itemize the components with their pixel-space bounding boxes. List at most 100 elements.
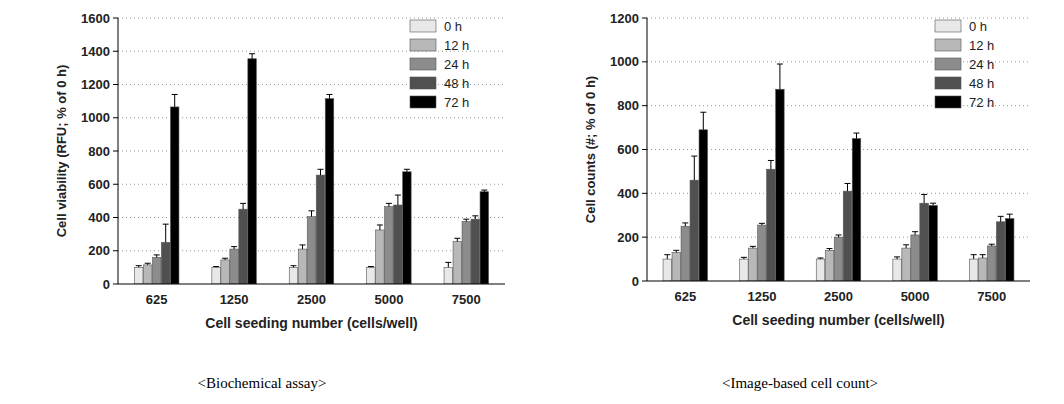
error-cap [912,231,918,232]
error-bar [291,266,297,268]
tick [642,149,647,150]
error-line [320,169,321,175]
bar [911,235,920,281]
legend-label: 0 h [444,19,462,34]
legend: 0 h12 h24 h48 h72 h [410,19,469,110]
error-bar [930,203,936,205]
error-cap [300,244,306,245]
bar [920,203,929,281]
legend-swatch [410,96,436,108]
category-label: 625 [146,292,168,307]
category-label: 7500 [977,289,1006,304]
tick-label: 200 [88,243,110,258]
error-cap [894,256,900,257]
legend: 0 h12 h24 h48 h72 h [935,19,994,110]
bar [699,130,708,281]
error-cap [845,183,851,184]
y-axis-label: Cell counts (#; % of 0 h) [583,76,598,223]
plot-area [134,54,488,284]
bar [987,246,996,281]
error-bar [1007,214,1013,218]
error-cap [463,219,469,220]
error-line [165,224,166,242]
tick-label: 600 [617,142,639,157]
error-bar [327,94,333,98]
bar [161,242,170,284]
tick [113,18,118,19]
error-bar [971,255,977,259]
error-bar [136,266,142,268]
bar [471,219,480,284]
tick [113,51,118,52]
error-bar [700,112,706,130]
x-axis-label: Cell seeding number (cells/well) [205,315,417,331]
error-line [856,133,857,138]
legend-swatch [935,39,961,51]
error-cap [377,224,383,225]
tick [113,84,118,85]
error-bar [249,54,255,59]
tick [642,193,647,194]
figure: 0200400600800100012001400160062512502500… [0,0,1064,404]
error-bar [377,225,383,230]
y-axis-label: Cell viability (RFU; % of 0 h) [54,65,69,238]
error-cap [750,246,756,247]
error-cap [741,257,747,258]
bar [325,99,334,284]
error-bar [741,257,747,259]
bar [444,267,453,284]
error-cap [930,203,936,204]
category-label: 625 [674,289,696,304]
bar [367,267,376,284]
error-line [924,194,925,203]
bar [825,250,834,281]
error-cap [682,222,688,223]
error-cap [777,64,783,65]
bar [230,249,239,284]
error-cap [368,266,374,267]
error-bar [768,160,774,169]
tick-label: 800 [88,144,110,159]
error-cap [989,244,995,245]
error-line [329,94,330,98]
error-line [1000,216,1001,221]
error-cap [818,257,824,258]
error-cap [664,254,670,255]
tick-label: 400 [617,186,639,201]
bar [740,259,749,281]
error-bar [894,257,900,259]
error-cap [691,156,697,157]
bar [690,180,699,281]
bar [816,259,825,281]
error-bar [395,195,401,205]
tick-label: 600 [88,177,110,192]
bar [672,253,681,281]
tick-label: 1000 [610,54,639,69]
caption: <Image-based cell count> [722,375,878,391]
tick [113,284,118,285]
error-line [397,195,398,205]
error-bar [404,169,410,171]
plot-area [663,64,1014,281]
tick [642,61,647,62]
tick-label: 0 [632,274,639,289]
error-cap [1007,214,1013,215]
error-cap [163,224,169,225]
error-cap [998,216,1004,217]
error-cap [971,254,977,255]
legend-swatch [410,20,436,32]
error-cap [768,160,774,161]
tick [642,237,647,238]
error-cap [700,112,706,113]
error-bar [240,203,246,209]
legend-label: 24 h [969,57,994,72]
bar [212,267,221,284]
tick-label: 1400 [81,44,110,59]
error-bar [912,232,918,235]
error-cap [240,203,246,204]
bar [152,257,161,284]
bar [776,89,785,281]
legend-label: 24 h [444,57,469,72]
error-bar [836,235,842,237]
bar [143,265,152,284]
